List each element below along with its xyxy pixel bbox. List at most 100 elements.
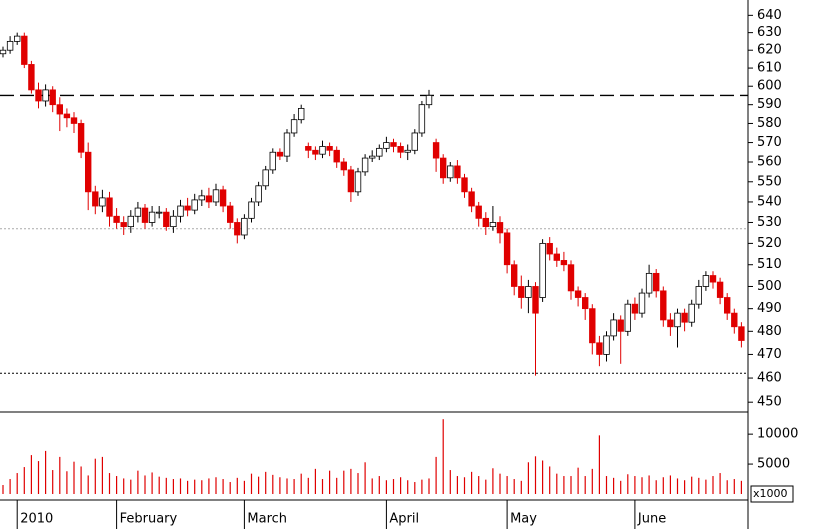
candle-body xyxy=(312,149,319,155)
y-tick-label: 520 xyxy=(757,236,782,251)
candle-body xyxy=(21,35,28,65)
candle-body xyxy=(667,319,674,328)
candle-body xyxy=(589,308,596,344)
y-tick-label: 590 xyxy=(757,97,782,112)
y-tick-label: 450 xyxy=(757,395,782,410)
candle-body xyxy=(610,319,617,337)
x-tick-label: May xyxy=(510,512,537,527)
volume-tick-label: 10000 xyxy=(757,427,798,442)
candle-body xyxy=(724,297,731,314)
candle-body xyxy=(482,217,489,228)
candle-body xyxy=(290,119,298,134)
candle-body xyxy=(546,242,553,255)
candle-body xyxy=(155,211,163,214)
candle-body xyxy=(518,286,525,298)
unit-box xyxy=(750,485,794,503)
candle-body xyxy=(255,185,262,203)
candle-body xyxy=(70,117,78,124)
candle-body xyxy=(688,303,695,323)
candle-body xyxy=(333,149,340,163)
candle-body xyxy=(219,189,227,207)
candle-body xyxy=(0,49,7,55)
candle-body xyxy=(475,205,482,219)
candle-body xyxy=(411,132,418,151)
candle-body xyxy=(241,217,248,236)
candle-body xyxy=(120,222,127,228)
candle-body xyxy=(113,215,120,223)
candle-body xyxy=(56,104,63,115)
y-tick-label: 500 xyxy=(757,279,782,294)
candle-body xyxy=(148,211,156,223)
candle-body xyxy=(191,199,198,211)
candle-body xyxy=(205,195,213,203)
candle-body xyxy=(425,95,433,106)
candle-body xyxy=(510,264,518,287)
candle-body xyxy=(177,205,184,217)
y-tick-label: 540 xyxy=(757,194,782,209)
candle-body xyxy=(596,342,603,355)
candle-body xyxy=(361,157,369,173)
candle-body xyxy=(248,201,255,219)
y-tick-label: 460 xyxy=(757,371,782,386)
candle-body xyxy=(695,286,702,305)
candle-body xyxy=(212,189,220,203)
y-tick-label: 530 xyxy=(757,215,782,230)
candle-body xyxy=(603,335,610,355)
candle-body xyxy=(660,290,667,321)
candle-body xyxy=(226,205,234,223)
candle-body xyxy=(234,222,241,236)
candle-body xyxy=(404,149,411,153)
candle-body xyxy=(525,286,532,298)
candle-body xyxy=(539,242,546,298)
x-tick-label: February xyxy=(120,512,178,527)
candle-body xyxy=(716,281,724,298)
candle-body xyxy=(305,146,312,151)
candle-body xyxy=(709,275,717,283)
candle-body xyxy=(127,215,134,228)
candle-body xyxy=(347,169,355,193)
y-tick-label: 610 xyxy=(757,61,782,76)
candle-body xyxy=(92,191,99,207)
candle-body xyxy=(461,177,468,193)
x-tick-label: March xyxy=(247,512,287,527)
candle-body xyxy=(340,161,347,171)
candle-body xyxy=(702,275,710,287)
candle-body xyxy=(653,272,660,292)
candle-body xyxy=(184,205,191,211)
candle-body xyxy=(283,132,291,157)
candle-body xyxy=(638,292,646,314)
candle-body xyxy=(383,142,390,149)
candle-body xyxy=(28,64,35,91)
y-tick-label: 570 xyxy=(757,135,782,150)
candle-body xyxy=(49,89,56,106)
candle-body xyxy=(560,260,568,266)
y-tick-label: 490 xyxy=(757,301,782,316)
candle-body xyxy=(319,146,326,155)
candle-body xyxy=(368,155,376,159)
candle-body xyxy=(35,89,42,102)
candle-body xyxy=(85,151,92,193)
volume-unit: x1000 xyxy=(753,487,788,500)
candle-body xyxy=(432,142,440,159)
candle-body xyxy=(418,104,426,134)
candle-body xyxy=(376,147,383,157)
candle-body xyxy=(269,151,276,171)
candle-body xyxy=(262,169,269,187)
candle-body xyxy=(163,211,170,228)
candle-body xyxy=(631,303,639,314)
candle-body xyxy=(503,232,511,266)
candle-body xyxy=(13,35,21,42)
candle-body xyxy=(496,222,504,234)
y-tick-label: 600 xyxy=(757,79,782,94)
candle-body xyxy=(6,40,14,51)
candle-body xyxy=(439,157,447,179)
candle-body xyxy=(354,171,362,193)
y-tick-label: 510 xyxy=(757,257,782,272)
candle-body xyxy=(553,253,560,261)
candle-body xyxy=(468,191,475,207)
y-tick-label: 560 xyxy=(757,154,782,169)
candle-body xyxy=(326,146,333,151)
candle-body xyxy=(99,197,106,207)
x-tick-label: April xyxy=(389,512,419,527)
